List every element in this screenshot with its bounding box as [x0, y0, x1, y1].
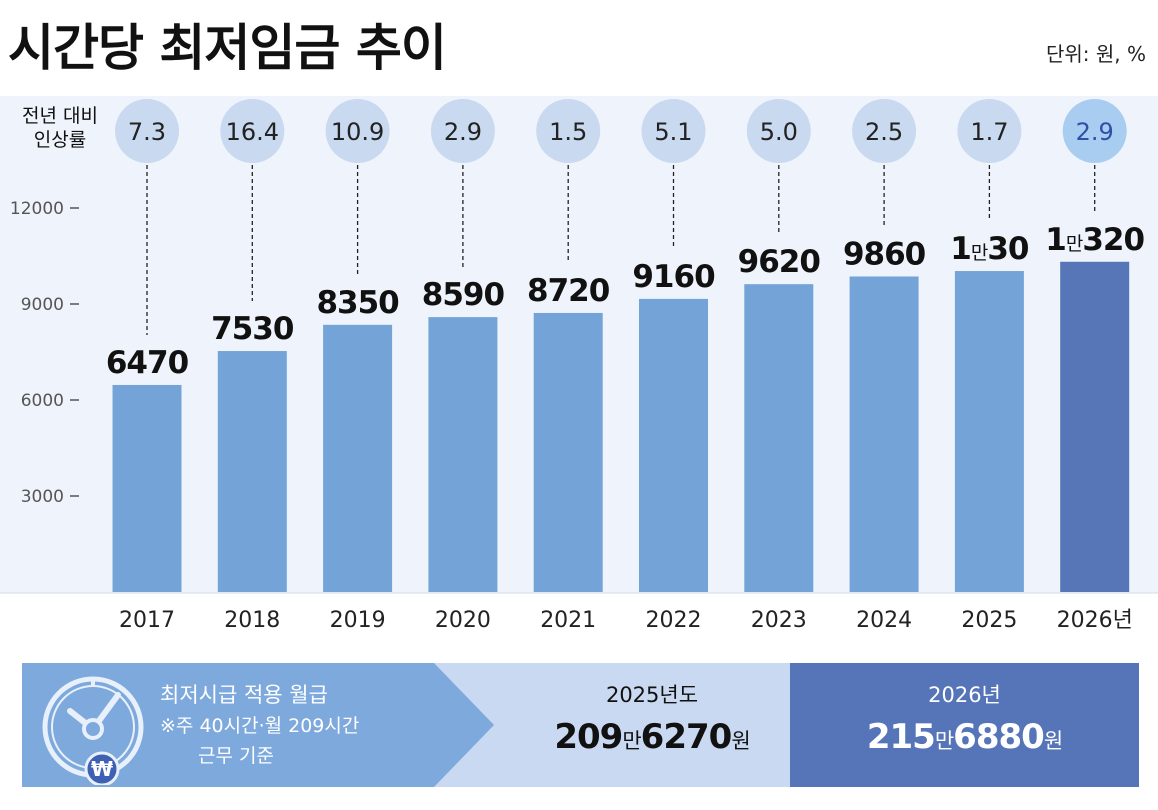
monthly-2025-year: 2025년도: [605, 683, 699, 707]
monthly-2026-amount: 215만6880원: [812, 717, 1117, 757]
rate-value-label: 16.4: [226, 118, 279, 146]
bar-value-label: 8720: [527, 273, 610, 309]
bar: [217, 351, 287, 592]
rate-value-label: 10.9: [331, 118, 384, 146]
monthly-2025-segment: [434, 663, 814, 787]
rate-value-label: 1.7: [970, 118, 1008, 146]
bar: [428, 317, 498, 592]
amount-won-unit: 원: [1043, 729, 1063, 753]
y-tick-label: 9000: [21, 295, 64, 315]
amount-won-unit: 원: [731, 729, 750, 753]
x-tick-label: 2021: [540, 608, 596, 633]
rate-value-label: 1.5: [549, 118, 587, 146]
bar: [1060, 261, 1130, 592]
amount-big: 215: [866, 717, 936, 757]
rate-value-label: 7.3: [128, 118, 166, 146]
x-tick-label: 2017: [119, 608, 175, 633]
rate-axis-label: 전년 대비 인상률: [14, 104, 106, 152]
rate-circle: [325, 99, 390, 163]
bar-value-label: 9160: [632, 259, 715, 295]
amount-big: 209: [554, 717, 623, 757]
wage-bar-chart: 3000 6000 9000 12000 6470 7.3 2017 7530 16.4 2018…: [0, 99, 1158, 633]
monthly-title: 최저시급 적용 월급: [160, 683, 328, 707]
monthly-2025-amount: 209만6270원: [502, 717, 802, 757]
rate-circle: [1062, 99, 1127, 163]
rate-axis-label-line2: 인상률: [33, 129, 87, 151]
bar: [849, 276, 919, 592]
rate-value-label: 2.9: [444, 118, 482, 146]
svg-text:₩: ₩: [91, 757, 113, 781]
rate-value-label: 2.9: [1076, 118, 1114, 146]
amount-rest: 6880: [953, 717, 1045, 757]
bar-value-label: 8590: [422, 277, 505, 313]
bar: [639, 298, 708, 592]
monthly-wage-panel: ₩ 최저시급 적용 월급 ※주 40시간·월 209시간 근무 기준 2025년…: [22, 663, 1139, 787]
bar: [323, 324, 393, 592]
y-tick-label: 6000: [21, 391, 64, 411]
bar: [112, 384, 182, 592]
rate-circle: [536, 99, 601, 163]
x-tick-label: 2026년: [1057, 608, 1133, 633]
amount-man-unit: 만: [622, 729, 641, 753]
x-tick-label: 2018: [224, 608, 280, 633]
bar-value-label: 1만320: [1045, 222, 1144, 258]
unit-label: 단위: 원, %: [1045, 42, 1146, 66]
bar: [954, 271, 1024, 592]
monthly-2026-segment: [790, 663, 1139, 787]
rate-circle: [641, 99, 706, 163]
amount-man-unit: 만: [934, 729, 954, 753]
page-title: 시간당 최저임금 추이: [8, 19, 447, 77]
rate-value-label: 5.1: [654, 118, 692, 146]
rate-circle: [220, 99, 285, 163]
bar: [744, 284, 814, 592]
monthly-note: ※주 40시간·월 209시간 근무 기준: [160, 711, 430, 771]
rate-circle: [957, 99, 1022, 163]
rate-value-label: 5.0: [760, 118, 798, 146]
bar-value-label: 8350: [316, 285, 399, 321]
x-tick-label: 2020: [435, 608, 491, 633]
bar-value-label: 9860: [843, 236, 926, 272]
bar-value-label: 7530: [211, 311, 294, 347]
x-tick-label: 2025: [961, 608, 1017, 633]
monthly-note-basis: 근무 기준: [198, 745, 274, 767]
bar-value-label: 9620: [738, 244, 821, 280]
rate-value-label: 2.5: [865, 118, 903, 146]
x-tick-label: 2024: [856, 608, 912, 633]
clock-won-icon: ₩: [42, 676, 144, 785]
monthly-2026-year: 2026년: [928, 683, 1001, 707]
bar-value-label: 6470: [106, 345, 189, 381]
amount-rest: 6270: [640, 717, 733, 757]
bar: [533, 312, 603, 592]
rate-circle: [746, 99, 811, 163]
rate-circle: [430, 99, 495, 163]
y-tick-label: 3000: [21, 487, 64, 507]
rate-circle: [852, 99, 917, 163]
monthly-note-hours: ※주 40시간·월 209시간: [160, 715, 360, 737]
y-tick-label: 12000: [10, 199, 64, 219]
x-tick-label: 2023: [751, 608, 807, 633]
rate-circle: [115, 99, 179, 163]
x-tick-label: 2022: [646, 608, 702, 633]
x-tick-label: 2019: [330, 608, 386, 633]
rate-axis-label-line1: 전년 대비: [22, 105, 98, 127]
bar-value-label: 1만30: [950, 231, 1029, 267]
